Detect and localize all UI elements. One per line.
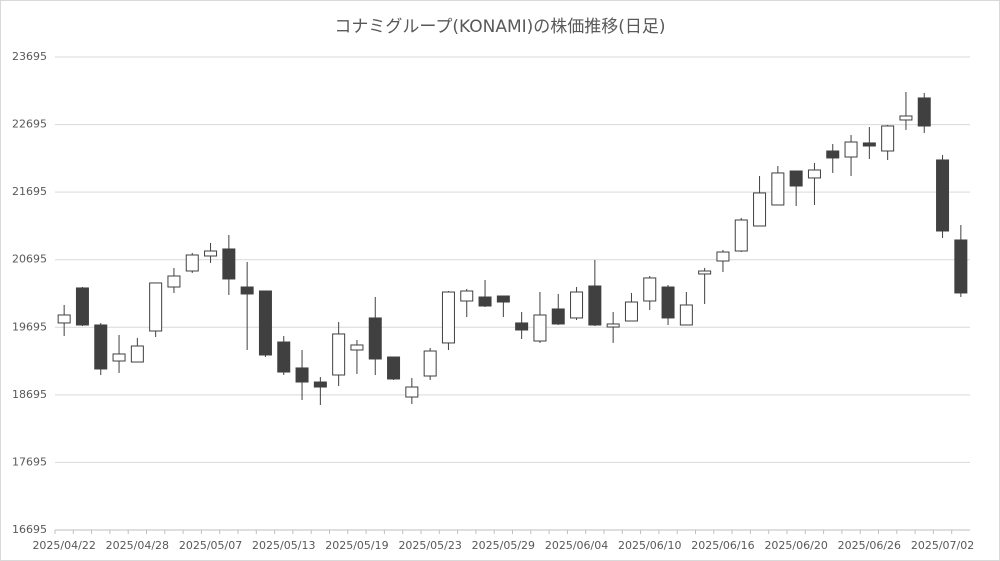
candle-body	[881, 125, 895, 152]
candle-body	[661, 286, 675, 319]
candle-body	[515, 322, 529, 331]
candle-body	[94, 324, 108, 370]
candle-body	[917, 97, 931, 127]
candle-body	[75, 287, 89, 326]
candle-body	[112, 353, 126, 362]
candle-body	[295, 367, 309, 383]
candle-body	[130, 345, 144, 363]
candle-body	[258, 290, 272, 356]
candle-body	[460, 290, 474, 302]
y-tick-label: 16695	[12, 523, 47, 536]
candle-body	[698, 270, 712, 275]
candle-body	[716, 251, 730, 262]
candle-body	[441, 291, 455, 344]
candle-body	[734, 219, 748, 252]
candle-body	[368, 317, 382, 360]
candle-body	[149, 282, 163, 332]
y-tick-label: 17695	[12, 455, 47, 468]
candle-body	[551, 308, 565, 325]
x-tick-label: 2025/06/16	[691, 539, 754, 552]
candle-body	[753, 192, 767, 227]
candle-body	[679, 304, 693, 326]
candle-body	[826, 150, 840, 159]
candle-body	[936, 159, 950, 232]
x-tick-label: 2025/05/29	[472, 539, 535, 552]
y-tick-label: 20695	[12, 253, 47, 266]
candle-body	[167, 275, 181, 288]
y-tick-label: 21695	[12, 185, 47, 198]
candle-body	[789, 170, 803, 187]
x-tick-label: 2025/06/10	[618, 539, 681, 552]
candle-body	[899, 115, 913, 121]
candle-body	[570, 291, 584, 319]
y-tick-label: 23695	[12, 50, 47, 63]
candle-body	[478, 296, 492, 307]
candle-body	[807, 169, 821, 179]
candle-body	[313, 381, 327, 388]
candle-body	[387, 356, 401, 380]
candle-body	[277, 341, 291, 373]
candle-body	[332, 333, 346, 376]
x-tick-label: 2025/04/22	[32, 539, 95, 552]
y-tick-label: 18695	[12, 388, 47, 401]
candle-body	[624, 301, 638, 322]
candle-body	[771, 172, 785, 206]
candle-body	[222, 248, 236, 280]
candle-body	[240, 286, 254, 295]
x-tick-label: 2025/05/07	[179, 539, 242, 552]
x-tick-label: 2025/07/02	[911, 539, 974, 552]
x-tick-label: 2025/06/04	[545, 539, 608, 552]
candle-body	[185, 254, 199, 272]
candle-body	[588, 285, 602, 326]
candle-body	[862, 142, 876, 147]
candle-body	[606, 323, 620, 328]
x-tick-label: 2025/04/28	[106, 539, 169, 552]
candle-body	[844, 141, 858, 158]
y-tick-label: 22695	[12, 118, 47, 131]
x-tick-label: 2025/05/19	[325, 539, 388, 552]
x-tick-label: 2025/05/13	[252, 539, 315, 552]
candle-body	[405, 386, 419, 398]
y-tick-label: 19695	[12, 320, 47, 333]
x-tick-label: 2025/06/26	[838, 539, 901, 552]
candle-body	[533, 314, 547, 342]
x-tick-label: 2025/06/20	[764, 539, 827, 552]
candle-body	[57, 314, 71, 324]
chart-title: コナミグループ(KONAMI)の株価推移(日足)	[334, 17, 665, 37]
candle-body	[350, 344, 364, 351]
x-tick-label: 2025/05/23	[398, 539, 461, 552]
candle-body	[204, 250, 218, 257]
candle-body	[643, 277, 657, 302]
candle-body	[496, 295, 510, 303]
candle-body	[954, 239, 968, 294]
candle-body	[423, 350, 437, 377]
